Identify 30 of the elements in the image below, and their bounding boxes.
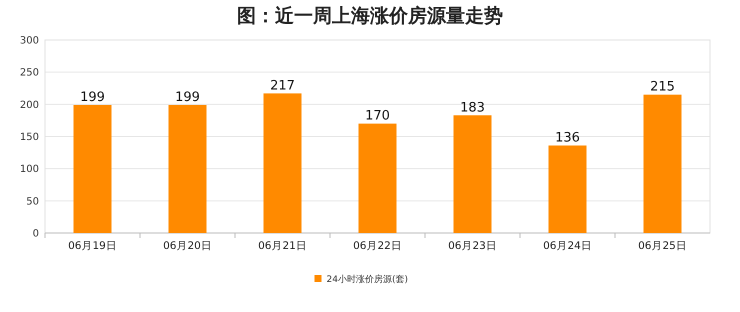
data-label: 215 <box>650 80 675 95</box>
x-tick-label: 06月22日 <box>353 240 402 252</box>
bar <box>168 104 206 233</box>
data-label: 170 <box>365 108 390 124</box>
bar <box>548 146 586 233</box>
x-tick-label: 06月23日 <box>448 240 497 252</box>
y-tick-label: 250 <box>20 68 39 79</box>
y-tick-label: 50 <box>26 196 39 208</box>
legend-label: 24小时涨价房源(套) <box>326 274 408 285</box>
y-tick-label: 300 <box>20 36 39 46</box>
bar <box>644 94 682 233</box>
bar <box>264 93 302 233</box>
data-label: 199 <box>175 90 200 105</box>
data-label: 136 <box>555 130 580 146</box>
y-tick-label: 0 <box>32 228 39 240</box>
y-tick-label: 100 <box>20 164 39 176</box>
bar <box>74 104 112 233</box>
y-tick-label: 150 <box>20 132 39 143</box>
bar <box>454 115 492 233</box>
x-tick-label: 06月25日 <box>638 240 687 252</box>
x-tick-label: 06月20日 <box>163 240 212 252</box>
x-tick-label: 06月24日 <box>543 240 592 252</box>
data-label: 183 <box>460 100 485 116</box>
x-tick-label: 06月21日 <box>258 240 307 252</box>
data-label: 199 <box>80 90 105 105</box>
bar <box>358 124 396 233</box>
x-tick-label: 06月19日 <box>68 240 117 252</box>
chart-title: 图：近一周上海涨价房源量走势 <box>237 5 503 27</box>
data-label: 217 <box>270 78 295 94</box>
y-tick-label: 200 <box>20 100 39 111</box>
